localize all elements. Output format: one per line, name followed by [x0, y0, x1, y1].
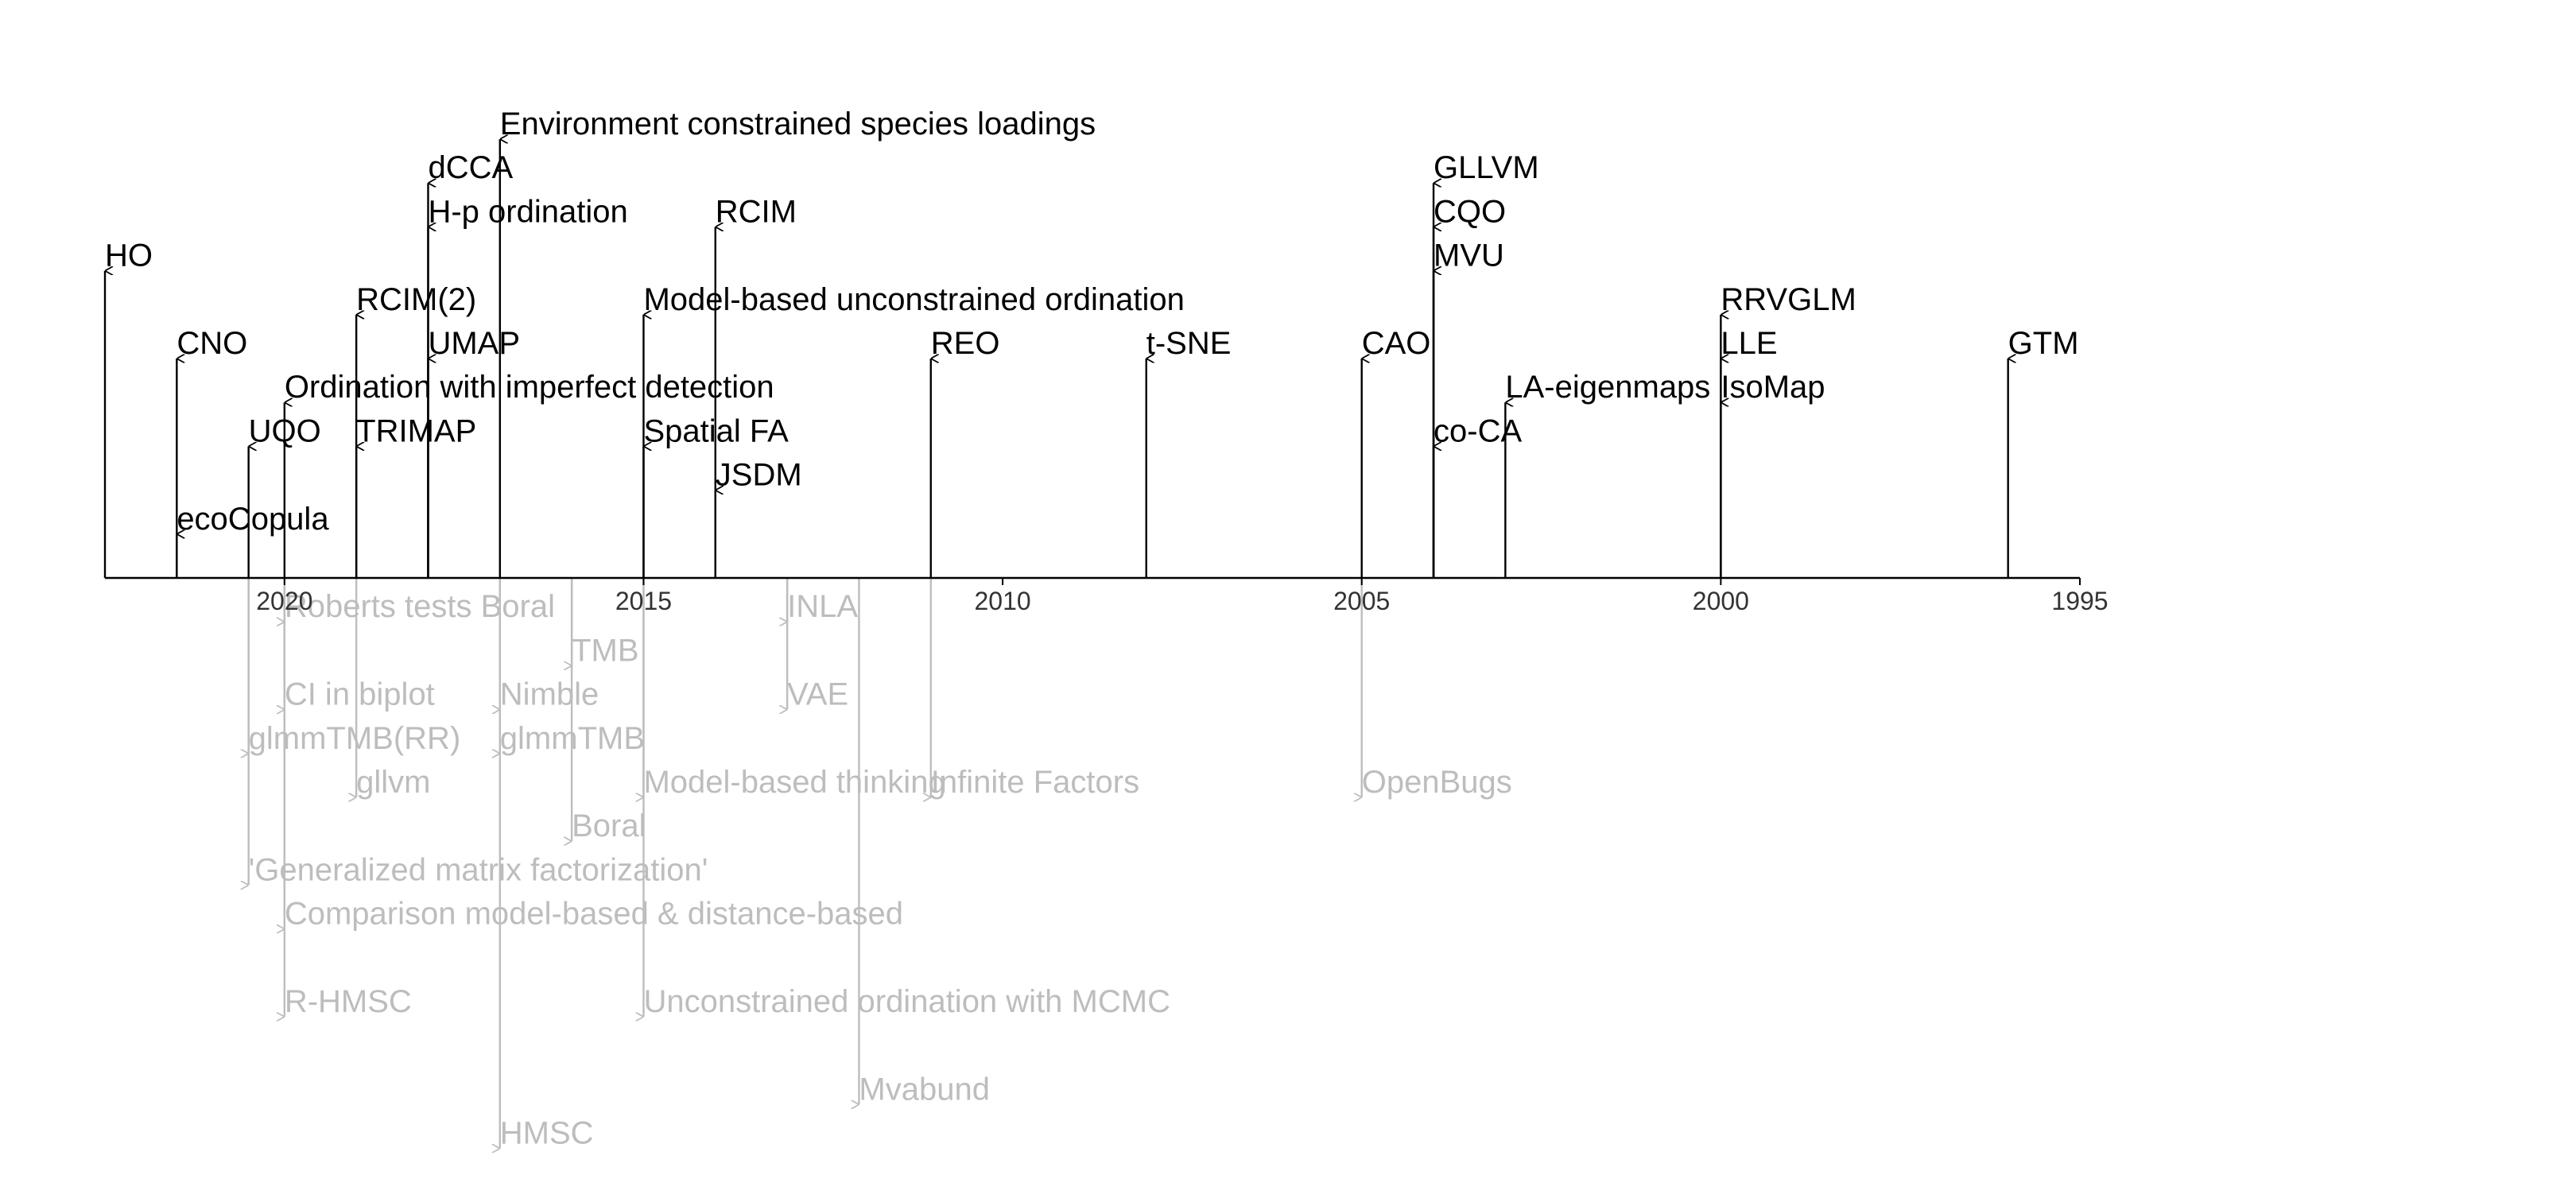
event-label: t-SNE	[1146, 326, 1232, 361]
event-label: CAO	[1362, 326, 1431, 361]
event-label: REO	[931, 326, 1000, 361]
x-tick-label: 2015	[615, 587, 672, 615]
event-label: H-p ordination	[428, 194, 627, 229]
lower-event-unconstrained-ordination-with-mcmc: Unconstrained ordination with MCMC	[643, 578, 1170, 1019]
lower-event-r-hmsc: R-HMSC	[285, 578, 412, 1019]
lower-series-layer: Roberts tests Boral CI in biplot Compariso…	[249, 578, 1512, 1151]
lower-event-mvabund: Mvabund	[859, 578, 990, 1107]
event-label: Nimble	[500, 677, 599, 712]
lower-event-vae: VAE	[787, 578, 848, 712]
event-label: GTM	[2008, 326, 2079, 361]
event-label: RRVGLM	[1721, 282, 1856, 317]
event-label: Infinite Factors	[931, 765, 1139, 800]
event-label: CQO	[1433, 194, 1506, 229]
upper-event-cao: CAO	[1360, 326, 1431, 578]
upper-event-co-ca: co-CA	[1432, 413, 1523, 578]
event-label: JSDM	[716, 458, 802, 493]
event-label: Model-based thinking	[643, 765, 945, 800]
lower-event-infinite-factors: Infinite Factors	[931, 578, 1139, 800]
event-label: GLLVM	[1433, 150, 1539, 185]
event-label: VAE	[787, 677, 848, 712]
event-label: Comparison model-based & distance-based	[285, 897, 903, 932]
event-label: HO	[105, 238, 153, 273]
lower-event-inla: INLA	[787, 578, 858, 624]
upper-event-cno: CNO	[176, 326, 247, 578]
event-label: R-HMSC	[285, 984, 412, 1019]
event-label: Model-based unconstrained ordination	[643, 282, 1184, 317]
upper-event-lle: LLE	[1720, 326, 1778, 578]
event-label: RCIM	[716, 194, 797, 229]
upper-event-ecocopula: ecoCopula	[176, 502, 329, 578]
event-label: LLE	[1721, 326, 1777, 361]
event-label: HMSC	[500, 1116, 594, 1151]
lower-event-hmsc: HMSC	[500, 578, 594, 1151]
lower-event-generalized-matrix-factorization: 'Generalized matrix factorization'	[249, 578, 708, 887]
lower-event-boral: Boral	[572, 578, 646, 843]
event-label: 'Generalized matrix factorization'	[249, 852, 708, 887]
upper-event-gtm: GTM	[2007, 326, 2079, 578]
event-label: OpenBugs	[1362, 765, 1512, 800]
event-label: CNO	[177, 326, 247, 361]
event-label: TRIMAP	[356, 413, 476, 448]
event-label: MVU	[1433, 238, 1504, 273]
event-label: IsoMap	[1721, 370, 1825, 405]
upper-event-jsdm: JSDM	[714, 458, 802, 578]
event-label: Mvabund	[859, 1072, 990, 1107]
event-label: CI in biplot	[285, 677, 435, 712]
event-label: UMAP	[428, 326, 520, 361]
upper-event-reo: REO	[929, 326, 1000, 578]
lower-event-roberts-tests-boral: Roberts tests Boral	[285, 578, 555, 624]
x-tick-label: 2010	[974, 587, 1030, 615]
event-label: Boral	[572, 808, 646, 843]
upper-event-la-eigenmaps: LA-eigenmaps	[1504, 370, 1710, 578]
upper-event-t-sne: t-SNE	[1145, 326, 1232, 578]
lower-event-nimble: Nimble	[500, 578, 599, 712]
event-label: Ordination with imperfect detection	[285, 370, 774, 405]
upper-event-h-p-ordination: H-p ordination	[427, 194, 628, 578]
upper-event-isomap: IsoMap	[1720, 370, 1825, 578]
event-label: ecoCopula	[177, 502, 329, 537]
event-label: Roberts tests Boral	[285, 589, 555, 624]
lower-event-openbugs: OpenBugs	[1362, 578, 1512, 800]
upper-event-trimap: TRIMAP	[355, 413, 476, 578]
event-label: TMB	[572, 633, 638, 668]
event-label: Environment constrained species loadings	[500, 107, 1096, 142]
event-label: LA-eigenmaps	[1505, 370, 1710, 405]
x-tick-label: 1995	[2051, 587, 2108, 615]
event-label: Unconstrained ordination with MCMC	[643, 984, 1170, 1019]
upper-event-mvu: MVU	[1432, 238, 1504, 578]
x-tick-label: 2000	[1693, 587, 1749, 615]
event-label: glmmTMB(RR)	[249, 721, 461, 756]
upper-event-ho: HO	[103, 238, 153, 578]
upper-event-environment-constrained-species-loadings: Environment constrained species loadings	[499, 107, 1096, 578]
lower-event-gllvm: gllvm	[356, 578, 430, 800]
upper-event-umap: UMAP	[427, 326, 520, 578]
upper-event-ordination-with-imperfect-detection: Ordination with imperfect detection	[283, 370, 774, 578]
x-tick-label: 2005	[1333, 587, 1390, 615]
event-label: co-CA	[1433, 413, 1522, 448]
event-label: RCIM(2)	[356, 282, 476, 317]
event-label: INLA	[787, 589, 858, 624]
x-axis: 2020 2015 2010 2005 2000 1995	[105, 576, 2109, 615]
event-label: gllvm	[356, 765, 430, 800]
x-tick-label: 2020	[256, 587, 312, 615]
